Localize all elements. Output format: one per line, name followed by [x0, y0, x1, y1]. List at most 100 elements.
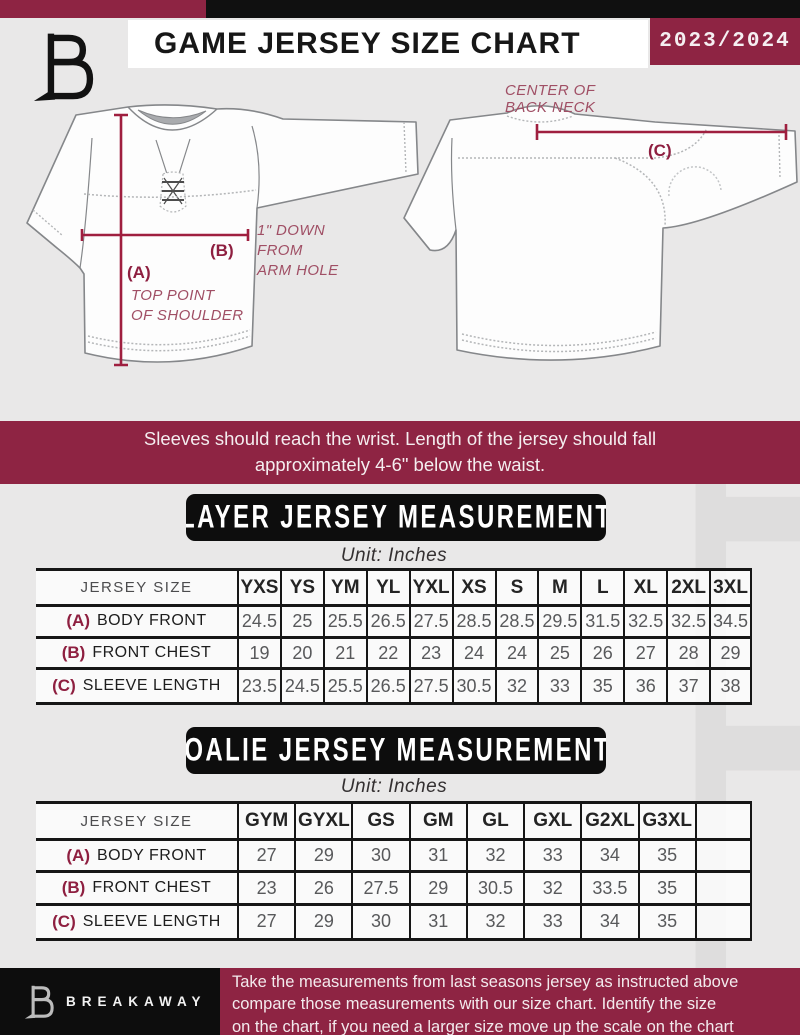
value-label: 19	[249, 642, 270, 663]
footer-b-logo	[24, 985, 54, 1019]
value-cell: 27.5	[408, 670, 452, 702]
value-cell: 26	[294, 873, 352, 906]
jersey-diagrams: (A) TOP POINT OF SHOULDER (B) 1" DOWN FR…	[26, 82, 798, 367]
banner-line-1: Sleeves should reach the wrist. Length o…	[143, 428, 657, 449]
column-header-label: YL	[376, 576, 401, 598]
value-label: 27.5	[413, 610, 449, 631]
value-cell: 29	[709, 638, 752, 671]
column-header: YS	[279, 571, 323, 607]
value-label: 26.5	[370, 675, 406, 696]
footer-line-1: Take the measurements from last seasons …	[232, 973, 739, 991]
value-cell: 30	[351, 841, 409, 874]
column-header: G2XL	[580, 804, 638, 841]
value-cell: 33.5	[580, 873, 638, 906]
page-title: GAME JERSEY SIZE CHART	[154, 27, 581, 60]
top-maroon-bar	[0, 0, 206, 18]
value-cell: 28.5	[494, 607, 538, 639]
column-header-label: YXS	[240, 576, 279, 598]
value-label: 28.5	[499, 610, 535, 631]
value-label: 24.5	[284, 675, 320, 696]
value-cell: 31	[408, 841, 466, 874]
size-header-label: JERSEY SIZE	[80, 812, 193, 830]
row-name: SLEEVE LENGTH	[82, 912, 221, 930]
column-header	[694, 804, 752, 841]
value-cell: 36	[623, 670, 667, 702]
value-cell: 35	[580, 670, 624, 702]
label-a: (A)	[127, 263, 151, 282]
value-cell: 35	[637, 905, 695, 938]
label-b: (B)	[210, 241, 234, 260]
season-label: 2023/2024	[659, 30, 791, 53]
value-cell: 20	[279, 638, 323, 671]
value-label: 21	[335, 642, 356, 663]
footer-brand-box: BREAKAWAY	[0, 968, 220, 1035]
value-cell: 27	[623, 638, 667, 671]
value-cell: 34.5	[709, 607, 752, 639]
value-cell: 27	[237, 905, 295, 938]
goalie-size-table: JERSEY SIZE GYM GYXL GS GM GL GXL G2XL G3XL (A) BO…	[36, 801, 752, 941]
column-header: 2XL	[666, 571, 710, 607]
value-label: 28	[678, 642, 699, 663]
value-label: 33	[542, 845, 563, 866]
column-header: GYM	[237, 804, 295, 841]
row-label: (B) FRONT CHEST	[36, 873, 237, 906]
row-label: (C) SLEEVE LENGTH	[36, 670, 237, 702]
row-name: SLEEVE LENGTH	[82, 677, 221, 695]
label-b-desc-1: 1" DOWN	[257, 222, 325, 239]
value-label: 22	[378, 642, 399, 663]
column-header: M	[537, 571, 581, 607]
value-label: 29	[428, 877, 449, 898]
value-cell: 28.5	[451, 607, 495, 639]
column-header: YXS	[237, 571, 280, 607]
column-header-label: XL	[633, 576, 658, 598]
footer-brand-name: BREAKAWAY	[66, 994, 207, 1009]
column-header: 3XL	[709, 571, 752, 607]
value-cell: 29	[408, 873, 466, 906]
value-label: 31	[428, 845, 449, 866]
value-cell: 30.5	[451, 670, 495, 702]
footer-instructions: Take the measurements from last seasons …	[232, 971, 792, 1035]
value-label: 35	[657, 911, 678, 932]
value-cell: 25	[537, 638, 581, 671]
player-unit-label: Unit: Inches	[340, 545, 448, 566]
value-cell: 22	[365, 638, 409, 671]
measurement-line-c	[535, 124, 788, 140]
value-cell: 25	[279, 607, 323, 639]
back-jersey-diagram	[403, 104, 798, 361]
value-cell: 37	[666, 670, 710, 702]
label-c-desc-2: BACK NECK	[505, 99, 596, 116]
value-cell	[694, 873, 752, 906]
value-label: 30.5	[477, 877, 514, 898]
value-cell: 27.5	[408, 607, 452, 639]
column-header-label: M	[551, 576, 568, 598]
row-key: (A)	[66, 611, 90, 631]
value-label: 33	[542, 911, 563, 932]
value-cell: 24	[494, 638, 538, 671]
value-label: 29	[313, 911, 334, 932]
value-cell: 33	[523, 841, 581, 874]
label-a-desc-1: TOP POINT	[131, 287, 216, 304]
value-cell: 25.5	[322, 670, 366, 702]
player-size-table: JERSEY SIZE YXS YS YM YL YXL XS S M L XL 2XL 3XL (A) B…	[36, 568, 752, 705]
row-label: (A) BODY FRONT	[36, 607, 237, 639]
value-cell: 26.5	[365, 670, 409, 702]
column-header-label: GM	[422, 810, 454, 831]
front-jersey-diagram	[26, 104, 419, 363]
column-header: G3XL	[637, 804, 695, 841]
collar-lace	[162, 177, 184, 205]
row-key: (A)	[66, 845, 90, 865]
value-label: 26	[592, 642, 613, 663]
label-c-desc-1: CENTER OF	[505, 82, 596, 99]
value-cell: 33	[537, 670, 581, 702]
column-header-label: GYXL	[297, 810, 350, 831]
value-label: 33	[549, 675, 570, 696]
value-label: 31.5	[585, 610, 621, 631]
value-cell: 32.5	[666, 607, 710, 639]
value-cell: 26	[580, 638, 624, 671]
value-label: 30	[371, 911, 392, 932]
column-header-label: YXL	[412, 576, 450, 598]
value-label: 32	[506, 675, 527, 696]
value-cell: 19	[237, 638, 280, 671]
value-cell	[694, 841, 752, 874]
value-label: 25.5	[327, 675, 363, 696]
